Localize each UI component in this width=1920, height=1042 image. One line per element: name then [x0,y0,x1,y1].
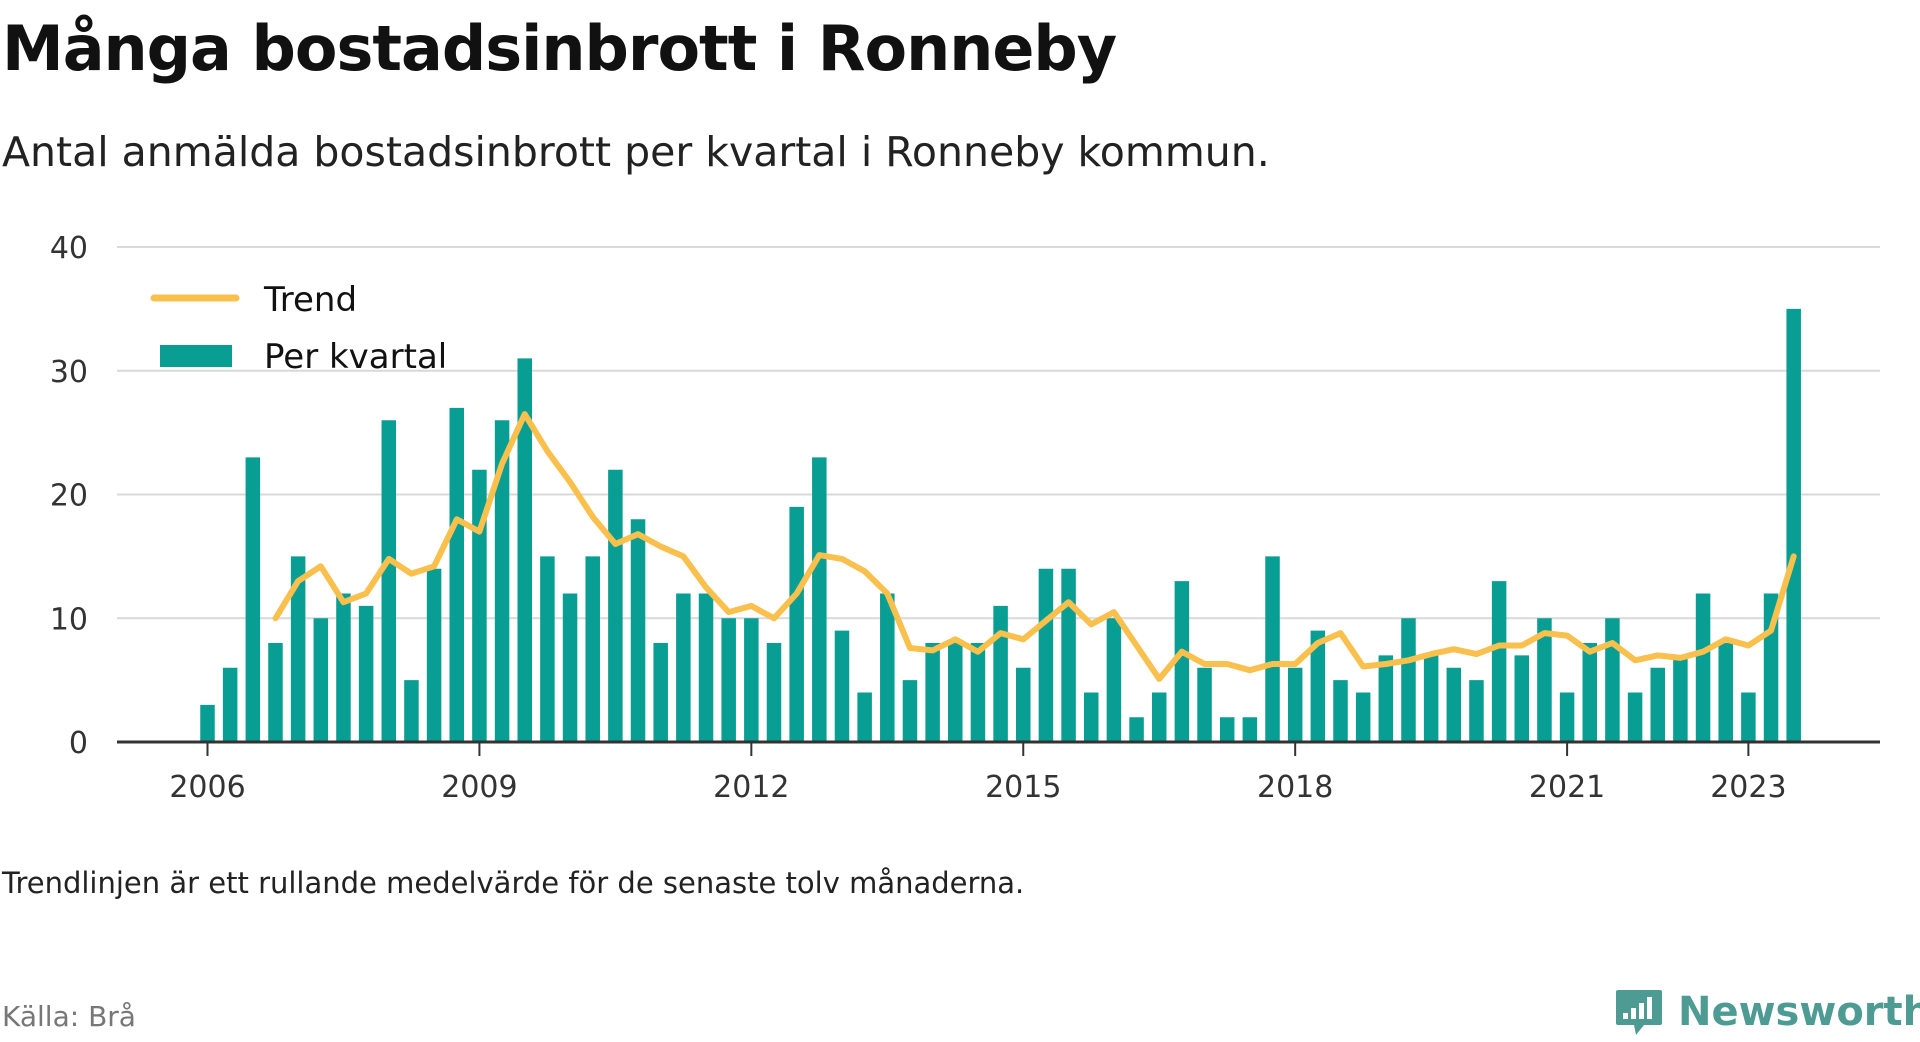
bar [313,618,329,742]
y-tick-label: 0 [69,726,88,761]
bar [653,643,668,742]
bar [426,568,442,742]
bar [1219,717,1235,742]
legend-swatch-per-kvartal [160,345,232,367]
bar [1423,655,1439,742]
bar [1106,618,1122,742]
bar [789,506,804,742]
bar [268,643,283,742]
bar [200,704,215,742]
bar [1151,692,1167,742]
bar [290,556,306,742]
bar [1310,630,1326,742]
bar [1741,692,1756,742]
bar [540,556,555,742]
bar [1129,717,1144,742]
source-credit: Källa: Brå [2,1000,136,1033]
bar [1537,618,1552,742]
bar [721,618,736,742]
bar [494,420,510,742]
bar [222,667,238,742]
bar [1401,618,1416,742]
newsworthy-logo-icon [1616,990,1662,1035]
bar [449,407,465,742]
bar [1083,692,1099,742]
bar-chart: 0 10 20 30 40 2006 2009 2012 2015 2018 2021 2023 T… [50,231,1880,805]
chart-title: Många bostadsinbrott i Ronneby [2,12,1117,85]
bar [1287,667,1303,742]
brand-name: Newsworthy [1678,989,1920,1035]
bar [585,556,600,742]
x-tick-label: 2012 [713,770,789,805]
bar [1242,717,1258,742]
x-tick-label: 2018 [1257,770,1333,805]
bar [1469,680,1484,742]
bar [381,420,397,742]
bar [630,519,646,742]
y-tick-label: 10 [50,602,88,637]
y-tick-label: 40 [50,231,88,266]
bar [1605,618,1620,742]
bar [1786,308,1801,742]
brand-logo: Newsworthy [1614,982,1920,1042]
trend-line [272,411,1797,682]
chart-subtitle: Antal anmälda bostadsinbrott per kvartal… [2,128,1270,176]
bar [766,643,782,742]
bar [1650,667,1665,742]
bars [200,308,1801,742]
legend-label-trend: Trend [263,280,357,320]
bar [562,593,578,742]
bar [948,643,963,742]
bar [336,593,351,742]
legend: Trend Per kvartal [150,280,447,377]
bar [676,593,691,742]
bar [1491,581,1507,742]
bar [1061,568,1076,742]
bar [1514,655,1530,742]
bar [970,643,986,742]
gridlines: 0 10 20 30 40 [50,231,1880,761]
legend-label-per-kvartal: Per kvartal [264,337,447,377]
bar [608,469,623,742]
bar [1378,655,1394,742]
bar [880,593,895,742]
x-tick-label: 2023 [1710,770,1786,805]
bar [857,692,872,742]
bar [698,593,714,742]
bar [245,457,261,742]
bar [472,469,487,742]
bar [925,643,940,742]
bar [404,680,419,742]
bar [834,630,850,742]
bar [1718,643,1733,742]
x-tick-label: 2006 [169,770,245,805]
bar [1673,655,1688,742]
bar [1582,643,1598,742]
bar [1197,667,1212,742]
bar [358,605,374,742]
bar [1627,692,1643,742]
bar [1695,593,1711,742]
y-tick-label: 30 [50,355,88,390]
x-axis: 2006 2009 2012 2015 2018 2021 2023 [117,740,1880,805]
bar [1355,692,1371,742]
x-tick-label: 2009 [441,770,517,805]
bar [902,680,918,742]
bar [993,605,1008,742]
bar [1559,692,1575,742]
bar [1265,556,1280,742]
bar [1016,667,1031,742]
x-tick-label: 2021 [1529,770,1605,805]
bar [517,358,532,742]
trend-layer [272,411,1797,682]
footnote: Trendlinjen är ett rullande medelvärde f… [2,866,1025,900]
x-tick-label: 2015 [985,770,1061,805]
bar [1038,568,1054,742]
bar [812,457,827,742]
bar [744,618,759,742]
bar [1333,680,1348,742]
y-tick-label: 20 [50,479,88,514]
bar [1174,581,1190,742]
bar [1446,667,1462,742]
